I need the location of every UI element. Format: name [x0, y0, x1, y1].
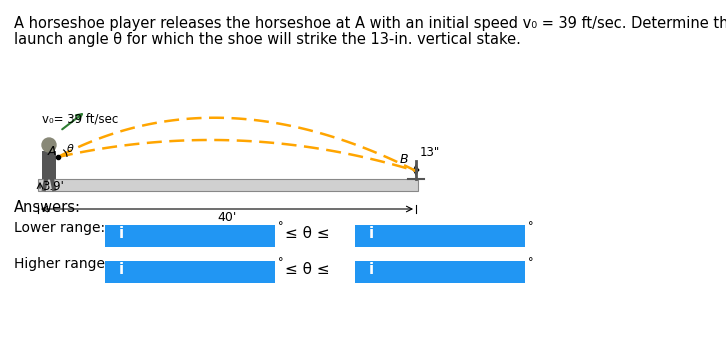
Text: v₀= 39 ft/sec: v₀= 39 ft/sec — [42, 113, 118, 126]
Bar — [42, 151, 56, 179]
Text: °: ° — [278, 221, 283, 231]
Text: °: ° — [528, 257, 534, 267]
FancyBboxPatch shape — [355, 261, 525, 283]
Text: A: A — [48, 145, 57, 158]
Text: 13": 13" — [420, 146, 440, 159]
Text: 3.9': 3.9' — [42, 181, 64, 194]
Text: °: ° — [278, 257, 283, 267]
Text: ≤ θ ≤: ≤ θ ≤ — [285, 263, 330, 278]
FancyBboxPatch shape — [355, 225, 525, 247]
Text: Higher range:: Higher range: — [14, 257, 110, 271]
Text: °: ° — [528, 221, 534, 231]
FancyBboxPatch shape — [105, 225, 275, 247]
Bar — [38, 179, 418, 191]
Text: i: i — [369, 227, 374, 241]
Text: ≤ θ ≤: ≤ θ ≤ — [285, 227, 330, 241]
Text: i: i — [119, 263, 124, 278]
Text: i: i — [369, 263, 374, 278]
Text: Answers:: Answers: — [14, 200, 81, 215]
Text: launch angle θ for which the shoe will strike the 13-in. vertical stake.: launch angle θ for which the shoe will s… — [14, 32, 521, 47]
Text: Lower range:: Lower range: — [14, 221, 105, 235]
Text: θ: θ — [67, 144, 74, 154]
Text: 40': 40' — [217, 211, 237, 224]
Text: i: i — [119, 227, 124, 241]
Text: B: B — [400, 153, 409, 166]
FancyBboxPatch shape — [105, 261, 275, 283]
Text: A horseshoe player releases the horseshoe at A with an initial speed v₀ = 39 ft/: A horseshoe player releases the horsesho… — [14, 16, 726, 31]
Circle shape — [42, 138, 56, 152]
